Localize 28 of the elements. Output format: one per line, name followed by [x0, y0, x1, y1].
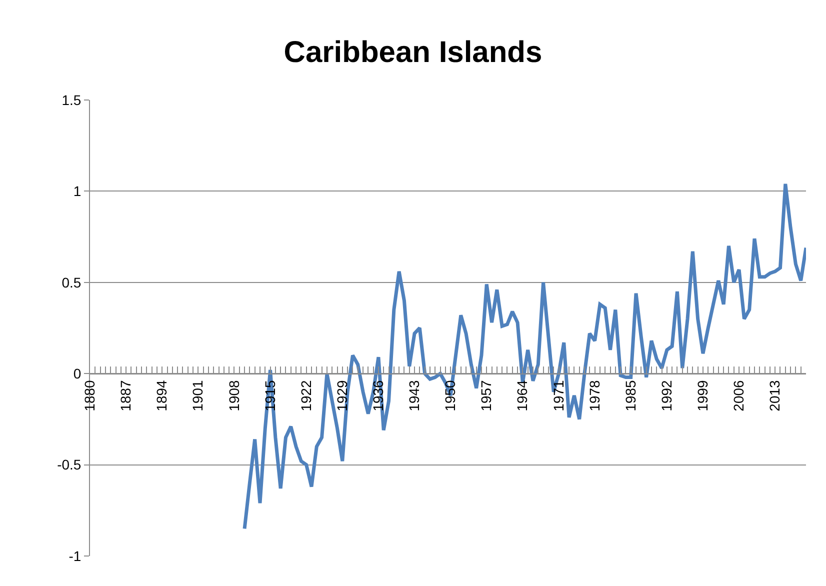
x-tick-label: 1915 [262, 380, 278, 412]
x-tick-label: 1985 [622, 380, 638, 412]
x-tick-label: 1957 [478, 380, 494, 412]
x-tick-label: 1999 [694, 380, 711, 412]
x-tick-label: 1908 [226, 380, 242, 412]
x-tick-label: 1992 [658, 380, 674, 412]
x-tick-label: 1964 [514, 380, 530, 412]
y-tick-label: 1 [73, 183, 82, 200]
x-tick-label: 1922 [298, 380, 314, 412]
x-tick-label: 1880 [82, 380, 98, 412]
y-tick-label: 0.5 [62, 274, 82, 290]
y-tick-label: 0 [73, 366, 82, 382]
y-tick-label: -1 [68, 548, 82, 564]
x-tick-label: 2013 [766, 380, 783, 412]
x-tick-label: 1943 [406, 380, 422, 412]
line-series [242, 182, 806, 530]
y-tick-label: 1.5 [62, 92, 82, 108]
x-tick-label: 1936 [370, 380, 386, 412]
x-tick-label: 2006 [730, 380, 747, 412]
x-tick-label: 1887 [118, 380, 134, 412]
x-tick-label: 1950 [442, 380, 458, 412]
x-tick-label: 1901 [190, 380, 206, 412]
x-tick-label: 1971 [550, 380, 566, 412]
x-tick-label: 1894 [154, 380, 170, 412]
x-tick-label: 1929 [334, 380, 350, 412]
x-tick-label: 1978 [586, 380, 602, 412]
y-tick-label: -0.5 [57, 456, 82, 473]
chart-title: Caribbean Islands [284, 36, 542, 70]
